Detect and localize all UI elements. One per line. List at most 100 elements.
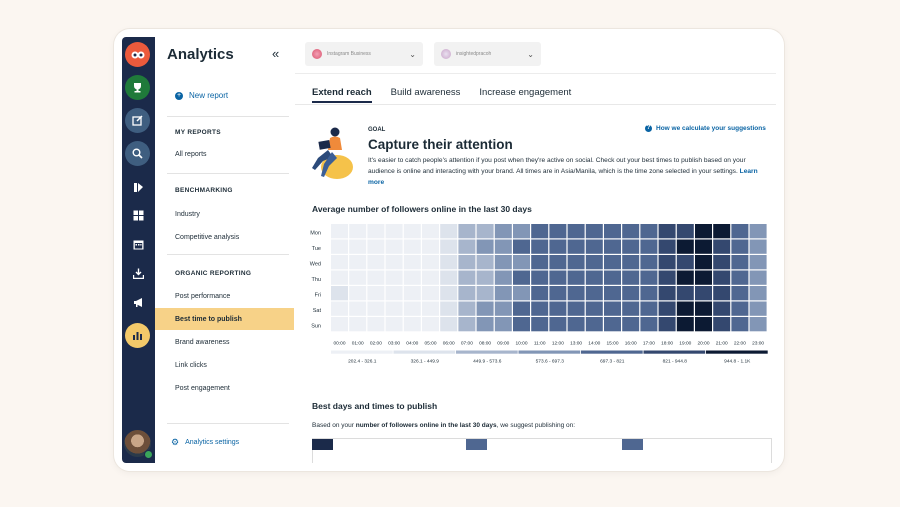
sidebar-item-label: Link clicks [175, 361, 207, 369]
heat-cell [385, 301, 403, 316]
sidebar-item-brand-awareness[interactable]: Brand awareness [155, 331, 294, 353]
heat-cell [731, 317, 749, 332]
column-label: 21:00 [716, 341, 728, 347]
account-dropdown[interactable]: Instagram Business ⌄ [305, 42, 423, 66]
heat-cell [695, 301, 712, 316]
search-icon[interactable] [125, 141, 150, 166]
legend-swatch [581, 350, 643, 354]
heat-cell [440, 301, 458, 316]
heatmap-title: Average number of followers online in th… [312, 204, 532, 214]
top-bar: Instagram Business ⌄ insightedpracoh ⌄ [295, 37, 776, 74]
profile-dropdown[interactable]: insightedpracoh ⌄ [434, 42, 541, 66]
heat-cell [440, 255, 458, 270]
heat-cell [731, 286, 749, 301]
heat-cell [458, 270, 476, 285]
heat-cell [731, 255, 749, 270]
new-report-button[interactable]: + New report [175, 91, 228, 100]
heat-cell [749, 224, 767, 239]
inbox-icon[interactable] [122, 177, 155, 197]
analytics-settings-link[interactable]: ⚙ Analytics settings [171, 437, 239, 448]
column-label: 05:00 [424, 341, 436, 347]
row-label: Wed [310, 261, 321, 267]
owl-logo-icon[interactable] [125, 42, 150, 67]
heat-cell [713, 317, 731, 332]
heat-cell [567, 255, 585, 270]
learn-more-link[interactable]: Learn more [368, 168, 758, 186]
app-frame: Analytics « + New report MY REPORTS All … [114, 29, 784, 471]
heat-cell [622, 255, 640, 270]
megaphone-icon[interactable] [122, 292, 155, 312]
compose-icon[interactable] [125, 108, 150, 133]
calendar-icon[interactable] [122, 234, 155, 254]
legend-swatch [456, 350, 518, 354]
heat-cell [585, 301, 603, 316]
heat-cell [585, 270, 603, 285]
tab-extend-reach[interactable]: Extend reach [312, 87, 372, 103]
heat-cell [440, 239, 458, 254]
heat-cell [585, 255, 603, 270]
tab-build-awareness[interactable]: Build awareness [390, 87, 461, 98]
heat-cell [531, 270, 549, 285]
sidebar-item-label: Brand awareness [175, 338, 230, 346]
heat-cell [549, 255, 567, 270]
column-label: 07:00 [461, 341, 473, 347]
heat-cell [349, 255, 367, 270]
sidebar-item-link-clicks[interactable]: Link clicks [155, 354, 294, 376]
sidebar-item-best-time-to-publish[interactable]: Best time to publish [155, 308, 294, 330]
best-time-bar [312, 439, 333, 450]
column-label: 03:00 [388, 341, 400, 347]
heat-cell [567, 317, 585, 332]
column-label: 09:00 [497, 341, 509, 347]
analytics-icon[interactable] [125, 323, 150, 348]
heat-cell [349, 239, 367, 254]
column-label: 00:00 [333, 341, 345, 347]
heat-cell [458, 317, 476, 332]
sidebar-item-label: Industry [175, 210, 200, 218]
heat-cell [385, 286, 403, 301]
heat-cell [349, 286, 367, 301]
column-label: 15:00 [606, 341, 618, 347]
heat-cell [604, 224, 621, 239]
download-icon[interactable] [122, 263, 155, 283]
heat-cell [604, 255, 621, 270]
heat-cell [422, 270, 439, 285]
heat-cell [403, 317, 421, 332]
tab-increase-engagement[interactable]: Increase engagement [479, 87, 572, 98]
gear-icon: ⚙ [171, 437, 180, 447]
benchmarking-heading: BENCHMARKING [175, 187, 233, 194]
heat-cell [331, 317, 348, 332]
heat-cell [367, 286, 385, 301]
row-label: Sun [311, 323, 321, 329]
analytics-settings-label: Analytics settings [185, 439, 240, 446]
heat-cell [458, 224, 476, 239]
heat-cell [567, 286, 585, 301]
heat-cell [422, 239, 439, 254]
heat-cell [331, 239, 348, 254]
row-label: Tue [312, 246, 321, 252]
trophy-icon[interactable] [125, 75, 150, 100]
sidebar-item-industry[interactable]: Industry [155, 203, 294, 225]
dashboard-icon[interactable] [122, 205, 155, 225]
column-label: 16:00 [625, 341, 637, 347]
sidebar-item-post-engagement[interactable]: Post engagement [155, 377, 294, 399]
collapse-sidebar-button[interactable]: « [272, 46, 280, 61]
instagram-icon [312, 49, 322, 59]
heat-cell [713, 270, 731, 285]
heat-cell [676, 239, 694, 254]
goal-description-text: It's easier to catch people's attention … [368, 157, 746, 175]
heat-cell [604, 239, 621, 254]
sidebar-item-post-performance[interactable]: Post performance [155, 285, 294, 307]
goal-tabs: Extend reach Build awareness Increase en… [312, 87, 571, 103]
heat-cell [640, 270, 658, 285]
heat-cell [494, 270, 512, 285]
heat-cell [385, 317, 403, 332]
sidebar-item-all-reports[interactable]: All reports [155, 143, 294, 165]
divider [167, 116, 289, 117]
followers-heatmap: Mon Tue Wed Thu Fri Sat Sun 00:00 01:00 02:00 03:0… [310, 224, 768, 365]
how-we-calculate-link[interactable]: ? How we calculate your suggestions [645, 125, 766, 132]
legend-swatch [393, 350, 456, 354]
heat-cell [403, 239, 421, 254]
legend-label: 326.1 - 449.9 [411, 359, 440, 365]
sidebar-item-competitive-analysis[interactable]: Competitive analysis [155, 226, 294, 248]
heat-cell [731, 224, 749, 239]
